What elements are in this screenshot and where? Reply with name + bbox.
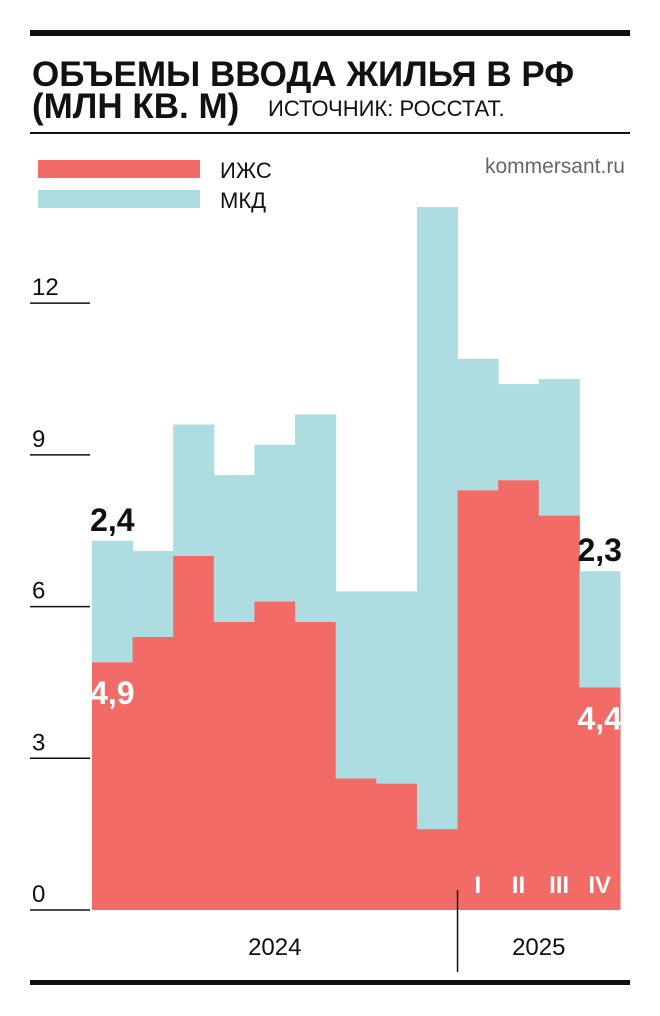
bar-segment xyxy=(132,550,174,637)
y-tick-label: 3 xyxy=(32,729,45,756)
bar-segment xyxy=(416,829,459,910)
legend-swatch xyxy=(38,190,200,208)
bar-segment xyxy=(335,591,377,779)
bar-segment xyxy=(254,601,296,910)
legend-label: ИЖС xyxy=(220,158,272,183)
bar-segment xyxy=(254,444,296,602)
chart-title-line2: (МЛН КВ. М) xyxy=(32,87,239,126)
source: kommersant.ru xyxy=(485,155,625,178)
bar-segment xyxy=(213,475,255,622)
x-tick-label: IV xyxy=(588,872,611,899)
x-tick-label: II xyxy=(512,872,525,899)
bar-segment xyxy=(92,540,134,663)
bar-segment xyxy=(295,414,337,622)
value-label: 4,4 xyxy=(577,700,622,736)
y-tick-label: 9 xyxy=(32,426,45,453)
chart-title: ОБЪЕМЫ ВВОДА ЖИЛЬЯ В РФ xyxy=(32,55,574,94)
legend-label: МКД xyxy=(220,188,266,213)
bar-segment xyxy=(416,207,459,830)
header-rule xyxy=(30,132,630,134)
subtitle: ИСТОЧНИК: РОССТАТ. xyxy=(268,96,505,121)
bar-segment xyxy=(376,783,418,910)
bar-segment xyxy=(295,621,337,910)
bar-segment xyxy=(213,621,255,910)
x-tick-label: III xyxy=(549,872,569,899)
bar-segment xyxy=(132,636,174,910)
x-tick-label: I xyxy=(475,872,482,899)
bar-segment xyxy=(457,358,499,491)
bar-segment xyxy=(173,424,215,556)
bar-segment xyxy=(498,480,540,910)
bar-segment xyxy=(579,687,621,910)
group-label: 2024 xyxy=(248,934,301,961)
bar-segment xyxy=(498,384,540,481)
bar-segment xyxy=(538,379,580,516)
y-tick-label: 6 xyxy=(32,578,45,605)
bar-segment xyxy=(335,778,377,910)
y-tick-label: 0 xyxy=(32,881,45,908)
bar-segment xyxy=(376,591,418,784)
bottom-rule xyxy=(30,980,630,985)
bar-segment xyxy=(457,490,499,910)
value-label: 4,9 xyxy=(90,675,134,711)
bar-segment xyxy=(173,556,215,910)
bar-segment xyxy=(92,662,134,910)
value-label: 2,3 xyxy=(577,532,621,568)
value-label: 2,4 xyxy=(90,502,135,538)
bar-segment xyxy=(579,571,621,688)
bar-segment xyxy=(538,515,580,910)
y-tick-label: 12 xyxy=(32,274,59,301)
legend-swatch xyxy=(38,160,200,178)
group-label: 2025 xyxy=(512,934,565,961)
top-rule xyxy=(30,30,630,36)
